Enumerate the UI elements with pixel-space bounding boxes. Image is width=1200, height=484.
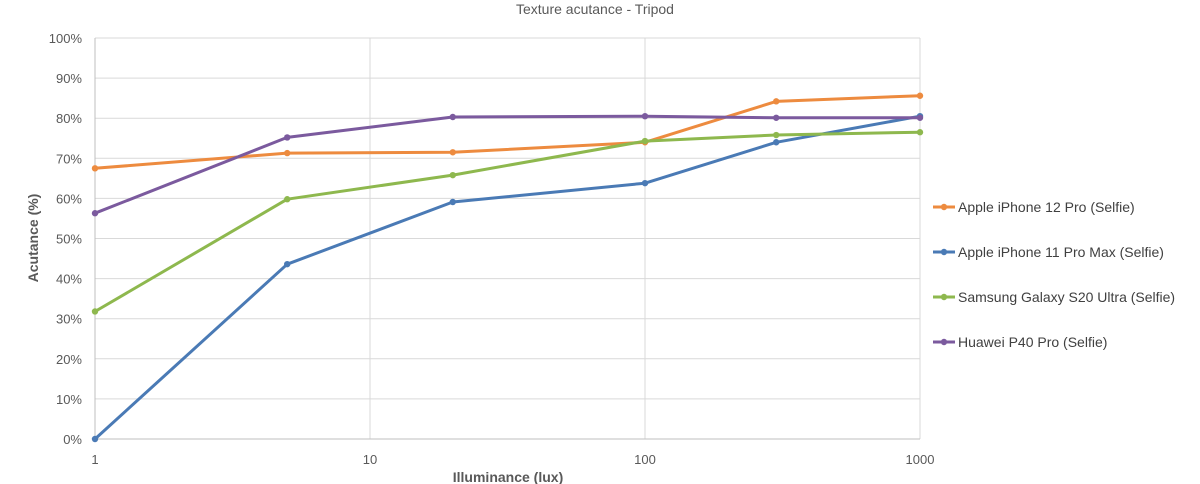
legend: Apple iPhone 12 Pro (Selfie) Apple iPhone… [933,199,1175,350]
data-point [449,198,456,206]
data-point [773,98,780,105]
series-line-2 [93,114,922,441]
y-tick-label: 100% [49,31,83,46]
y-tick-label: 90% [56,71,82,86]
data-point [91,210,99,217]
y-axis-label: Acutance (%) [25,194,41,283]
x-tick-label: 1000 [906,452,935,467]
x-tick-label: 10 [363,452,377,467]
y-tick-label: 60% [56,191,82,206]
data-point [449,171,456,179]
plot-area [91,92,924,443]
data-point [641,112,649,120]
x-tick-label: 1 [91,452,98,467]
y-tick-label: 20% [56,352,82,367]
data-point [916,129,924,136]
data-point [284,196,291,203]
series-line-3 [93,130,922,313]
data-point [449,113,456,121]
legend-label: Apple iPhone 12 Pro (Selfie) [958,199,1135,215]
legend-label: Samsung Galaxy S20 Ultra (Selfie) [958,289,1175,305]
data-point [91,308,99,315]
legend-marker [940,203,948,211]
y-tick-label: 40% [56,272,82,287]
data-point [641,137,649,145]
data-point [641,179,649,187]
grid [95,37,921,439]
legend-marker [940,293,948,301]
data-point [773,131,780,139]
data-point [91,435,99,443]
axes: 0% 10% 20% 30% 40% 50% 60% 70% 80% 90% 100% 1 10 100 1… [49,31,935,467]
data-point [773,139,780,146]
data-point [284,134,291,141]
x-axis-label: Illuminance (lux) [453,469,563,484]
y-tick-label: 10% [56,392,82,407]
legend-marker [940,338,948,346]
data-point [284,149,291,157]
legend-label: Huawei P40 Pro (Selfie) [958,334,1107,350]
x-tick-label: 100 [634,452,656,467]
y-tick-label: 50% [56,232,82,247]
y-tick-label: 0% [63,432,82,447]
chart-title: Texture acutance - Tripod [516,1,674,17]
data-point [773,114,780,121]
y-tick-label: 70% [56,151,82,166]
y-tick-label: 30% [56,312,82,327]
data-point [916,92,924,99]
y-tick-label: 80% [56,111,82,126]
series-line-4 [93,114,922,215]
data-point [284,260,291,268]
legend-marker [940,248,948,256]
legend-label: Apple iPhone 11 Pro Max (Selfie) [958,244,1164,260]
series-line-1 [93,94,922,170]
data-point [449,149,456,156]
data-point [916,114,924,121]
data-point [91,165,99,172]
